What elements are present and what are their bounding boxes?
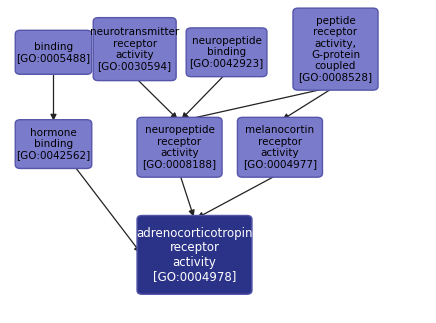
Text: adrenocorticotropin
receptor
activity
[GO:0004978]: adrenocorticotropin receptor activity [G…	[136, 227, 253, 283]
Text: binding
[GO:0005488]: binding [GO:0005488]	[17, 42, 91, 63]
Text: neurotransmitter
receptor
activity
[GO:0030594]: neurotransmitter receptor activity [GO:0…	[90, 27, 179, 71]
FancyBboxPatch shape	[137, 215, 252, 294]
FancyBboxPatch shape	[15, 120, 92, 169]
FancyBboxPatch shape	[238, 117, 323, 177]
FancyBboxPatch shape	[186, 28, 267, 77]
FancyBboxPatch shape	[93, 18, 176, 81]
FancyBboxPatch shape	[293, 8, 378, 90]
FancyBboxPatch shape	[137, 117, 222, 177]
FancyBboxPatch shape	[15, 30, 92, 74]
Text: hormone
binding
[GO:0042562]: hormone binding [GO:0042562]	[17, 128, 91, 160]
Text: neuropeptide
binding
[GO:0042923]: neuropeptide binding [GO:0042923]	[189, 36, 264, 68]
Text: peptide
receptor
activity,
G-protein
coupled
[GO:0008528]: peptide receptor activity, G-protein cou…	[298, 16, 373, 82]
Text: melanocortin
receptor
activity
[GO:0004977]: melanocortin receptor activity [GO:00049…	[243, 125, 317, 169]
Text: neuropeptide
receptor
activity
[GO:0008188]: neuropeptide receptor activity [GO:00081…	[143, 125, 217, 169]
